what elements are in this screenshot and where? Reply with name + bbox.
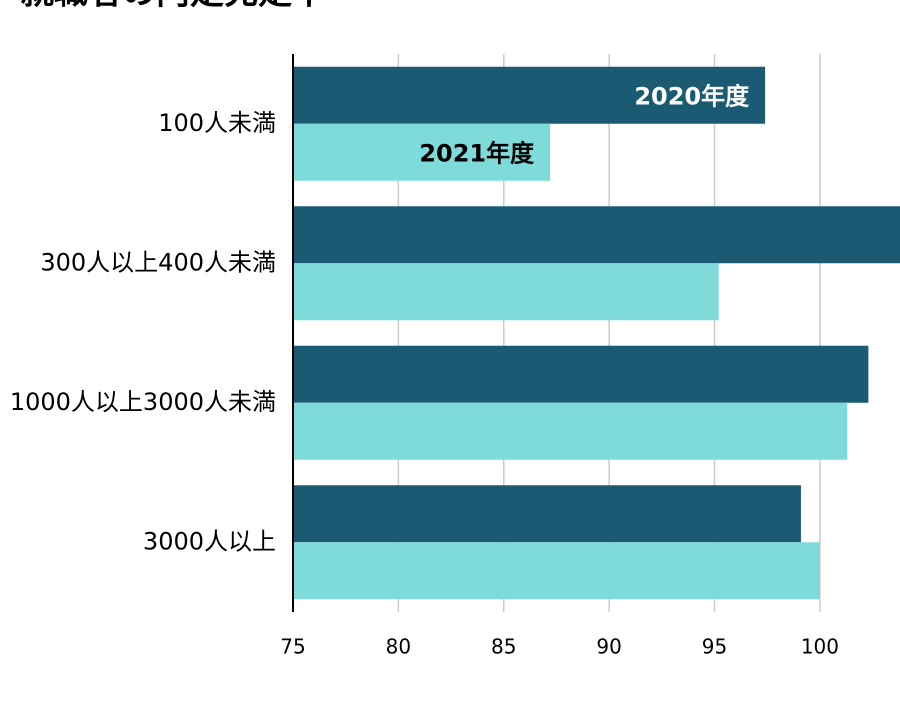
bar [293, 542, 820, 600]
bar [293, 402, 848, 460]
x-tick-label: 80 [386, 635, 411, 659]
bar [293, 485, 801, 543]
chart-title: 就職者の内定充足率 [20, 0, 326, 13]
y-tick-label: 1000人以上3000人未満 [10, 388, 276, 416]
x-tick-label: 100 [801, 635, 839, 659]
bar [293, 263, 719, 321]
x-tick-label: 85 [491, 635, 516, 659]
bar [293, 206, 900, 264]
series-label: 2020年度 [634, 82, 750, 110]
bar [293, 66, 766, 124]
x-tick-label: 90 [596, 635, 621, 659]
y-tick-label: 300人以上400人未満 [40, 248, 276, 276]
series-label: 2021年度 [419, 139, 535, 167]
bar [293, 345, 869, 403]
y-tick-label: 100人未満 [158, 109, 276, 137]
bar [293, 123, 551, 181]
x-tick-label: 95 [702, 635, 727, 659]
y-tick-label: 3000人以上 [143, 527, 276, 555]
x-tick-label: 75 [280, 635, 305, 659]
